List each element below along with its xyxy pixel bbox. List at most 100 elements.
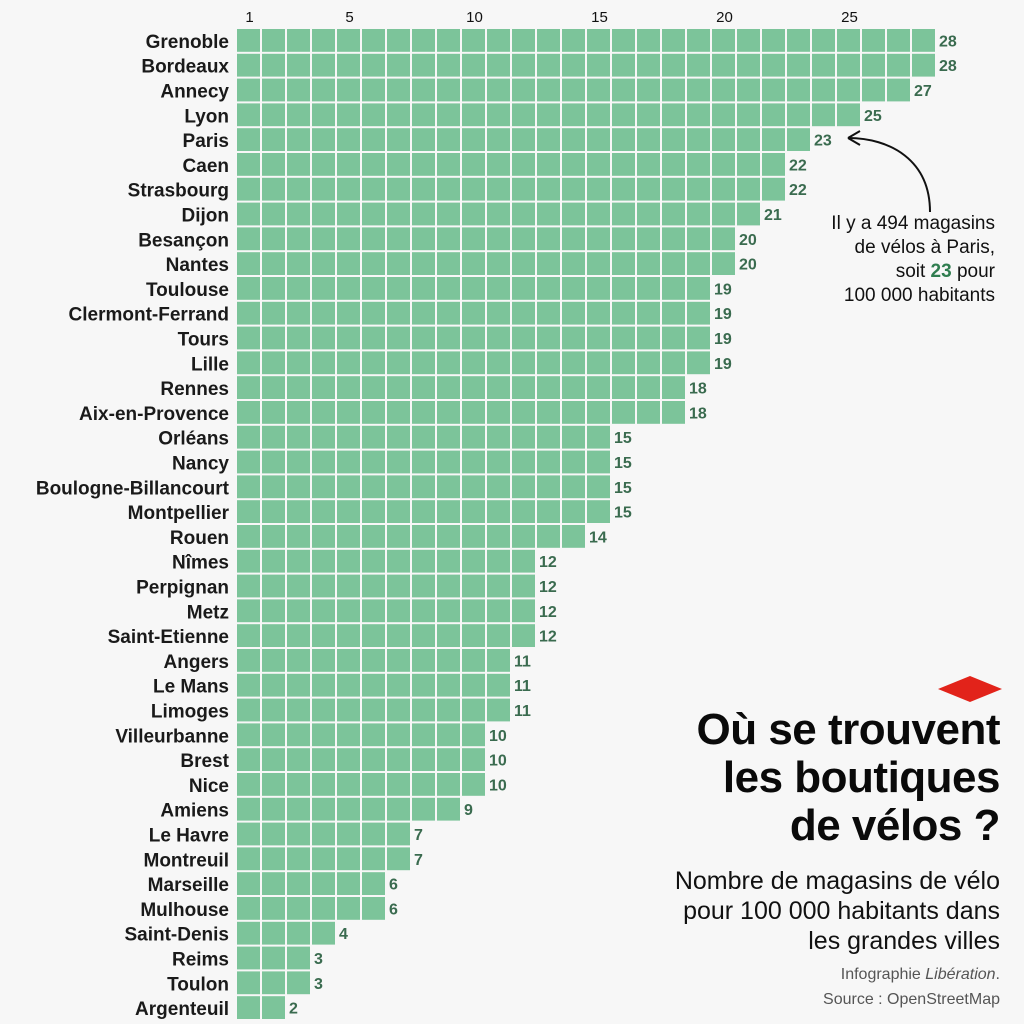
bar-cell [887,29,910,52]
bar-cell [487,599,510,623]
bar-cell [487,277,510,300]
city-label: Limoges [151,702,229,723]
bar-cell [287,723,310,747]
bar-cell [287,649,310,672]
bar-cell [537,128,560,151]
bar-cell [312,450,335,474]
bar-cell [287,822,310,846]
bar-cell [762,53,785,77]
bar-cell [512,450,535,474]
bar-cell [312,78,335,102]
bar-row: Reims 3 [172,946,323,971]
bar-cell [262,29,285,52]
bar-cell [287,946,310,970]
bar-cell [362,897,385,920]
bar-cell [312,773,335,796]
bar-cell [462,301,485,325]
bar-cell [337,797,360,821]
bar-cell [287,872,310,895]
bar-cell [337,202,360,226]
bar [237,897,385,920]
bar-cell [387,847,410,871]
bar-row: Orléans 15 [158,425,632,450]
bar-cell [912,29,935,52]
bar-cell [462,450,485,474]
subtitle-line-1: Nombre de magasins de vélo [674,867,1000,895]
city-label: Reims [172,950,229,971]
bar-cell [237,549,260,573]
bar-cell [512,301,535,325]
bar-cell [787,53,810,77]
bar-cell [337,673,360,697]
bar-cell [712,252,735,275]
bar-cell [437,450,460,474]
bar-cell [312,401,335,424]
bar-cell [687,153,710,176]
bar [237,599,535,623]
bar-cell [262,723,285,747]
bar-row: Aix-en-Provence 18 [79,401,707,425]
bar-cell [662,153,685,176]
value-label: 20 [739,257,757,274]
annotation-line-1: Il y a 494 magasins [831,213,995,234]
bar-cell [262,624,285,647]
bar-cell [412,500,435,523]
bar-cell [612,326,635,350]
bar [237,252,735,275]
bar-cell [737,153,760,176]
bar-cell [662,53,685,77]
bar-cell [537,29,560,52]
bar-cell [437,599,460,623]
bar-cell [362,301,385,325]
bar-cell [487,401,510,424]
bar-cell [687,326,710,350]
bar-cell [262,525,285,548]
bar-cell [737,53,760,77]
bar-row: Annecy 27 [160,78,932,103]
bar-cell [537,425,560,449]
bar-cell [562,277,585,300]
bar-cell [412,797,435,821]
bar-cell [587,277,610,300]
bar-cell [437,723,460,747]
bar [237,624,535,647]
bar-cell [537,177,560,201]
bar-cell [587,78,610,102]
bar-cell [337,525,360,548]
bar-cell [462,227,485,251]
bar-cell [362,128,385,151]
bar [237,996,285,1019]
bar-cell [787,29,810,52]
bar-cell [237,946,260,970]
bar-cell [462,673,485,697]
bar-cell [337,624,360,647]
bar-cell [562,78,585,102]
bar-cell [437,227,460,251]
bar-cell [437,649,460,672]
publisher-name: Libération [925,966,996,983]
bar-cell [612,301,635,325]
bar-cell [437,277,460,300]
bar-cell [337,897,360,920]
bar-cell [512,500,535,523]
bar-cell [412,748,435,771]
bar-cell [237,698,260,722]
bar-cell [512,177,535,201]
bar-cell [737,103,760,127]
bar-cell [662,78,685,102]
bar-row: Amiens 9 [160,797,473,822]
bar-cell [662,277,685,300]
bar-cell [262,599,285,623]
bar-cell [562,425,585,449]
bar-row: Nice 10 [189,773,507,797]
bar-cell [237,624,260,647]
bar-row: Strasbourg 22 [128,177,807,202]
bar-cell [387,822,410,846]
bar-cell [687,227,710,251]
bar-cell [462,549,485,573]
bar-cell [312,475,335,499]
bar [237,227,735,251]
bar-cell [287,277,310,300]
bar-cell [587,128,610,151]
bar-cell [612,227,635,251]
